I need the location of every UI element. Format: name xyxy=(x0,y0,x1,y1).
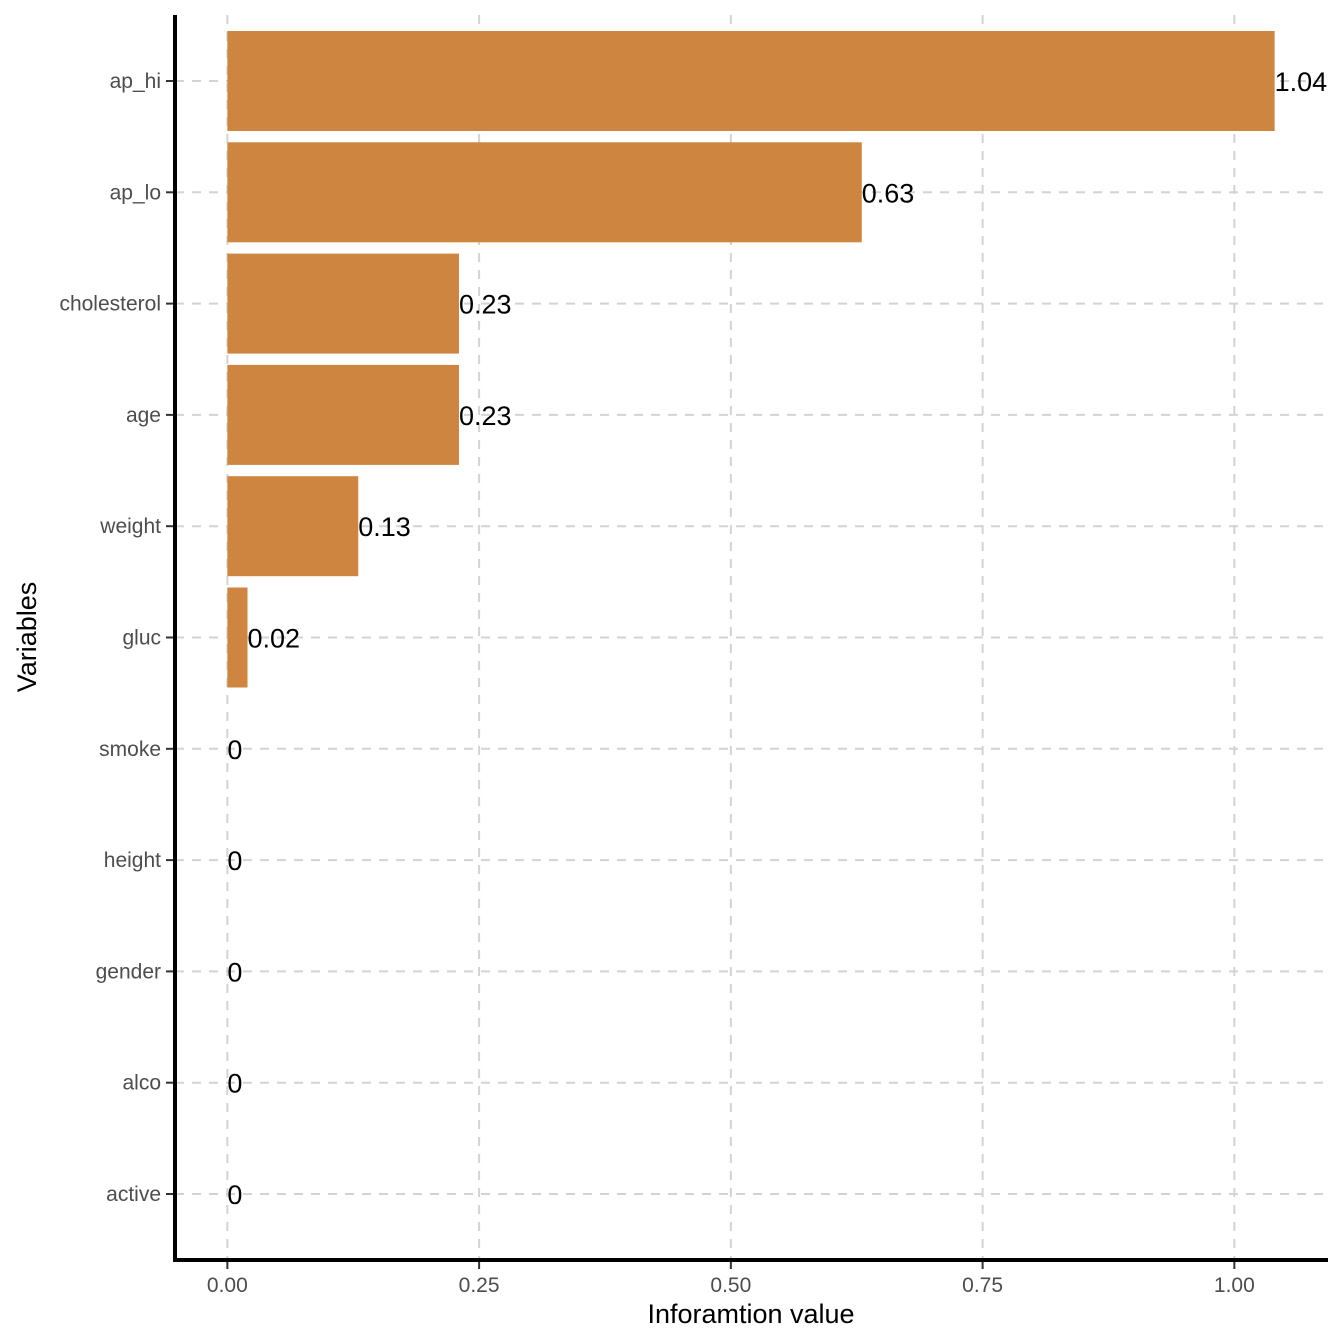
bar-cholesterol xyxy=(227,253,459,354)
horizontal-grid-lines xyxy=(175,80,1328,1195)
data-label-height: 0 xyxy=(227,846,242,876)
data-label-active: 0 xyxy=(227,1180,242,1210)
data-label-gluc: 0.02 xyxy=(248,624,301,654)
y-tick-label-alco: alco xyxy=(122,1072,161,1095)
data-label-cholesterol: 0.23 xyxy=(459,290,512,320)
data-label-gender: 0 xyxy=(227,957,242,987)
y-tick-label-age: age xyxy=(126,404,161,427)
x-tick-label: 0.25 xyxy=(459,1274,500,1297)
y-tick-label-ap_lo: ap_lo xyxy=(110,181,161,204)
data-label-age: 0.23 xyxy=(459,401,512,431)
y-tick-label-weight: weight xyxy=(99,515,161,538)
y-tick-label-gender: gender xyxy=(96,960,161,983)
data-label-ap_lo: 0.63 xyxy=(862,178,915,208)
y-tick-label-smoke: smoke xyxy=(99,738,161,761)
data-labels: 1.04 0.63 0.23 0.23 0.13 0.02 0 0 0 0 0 xyxy=(227,67,1327,1210)
x-axis-ticks: 0.00 0.25 0.50 0.75 1.00 xyxy=(207,1262,1255,1297)
data-label-weight: 0.13 xyxy=(358,512,411,542)
y-tick-label-gluc: gluc xyxy=(122,627,161,650)
data-label-ap_hi: 1.04 xyxy=(1275,67,1328,97)
bar-ap_lo xyxy=(227,142,862,243)
x-tick-label: 0.75 xyxy=(962,1274,1003,1297)
data-label-alco: 0 xyxy=(227,1069,242,1099)
x-axis-title: Inforamtion value xyxy=(647,1299,854,1329)
bar-ap_hi xyxy=(227,31,1275,131)
y-tick-label-height: height xyxy=(104,849,161,872)
bar-gluc xyxy=(227,587,248,688)
x-tick-label: 0.50 xyxy=(710,1274,751,1297)
bar-weight xyxy=(227,476,359,577)
y-tick-label-ap_hi: ap_hi xyxy=(110,70,161,93)
data-label-smoke: 0 xyxy=(227,735,242,765)
bar-age xyxy=(227,364,459,465)
bars xyxy=(227,31,1275,688)
x-tick-label: 0.00 xyxy=(207,1274,248,1297)
y-tick-label-cholesterol: cholesterol xyxy=(59,293,161,316)
y-tick-label-active: active xyxy=(106,1183,161,1206)
y-axis-title: Variables xyxy=(12,582,42,693)
y-axis-ticks: ap_hi ap_lo cholesterol age weight gluc smoke h… xyxy=(59,70,173,1206)
x-tick-label: 1.00 xyxy=(1214,1274,1255,1297)
